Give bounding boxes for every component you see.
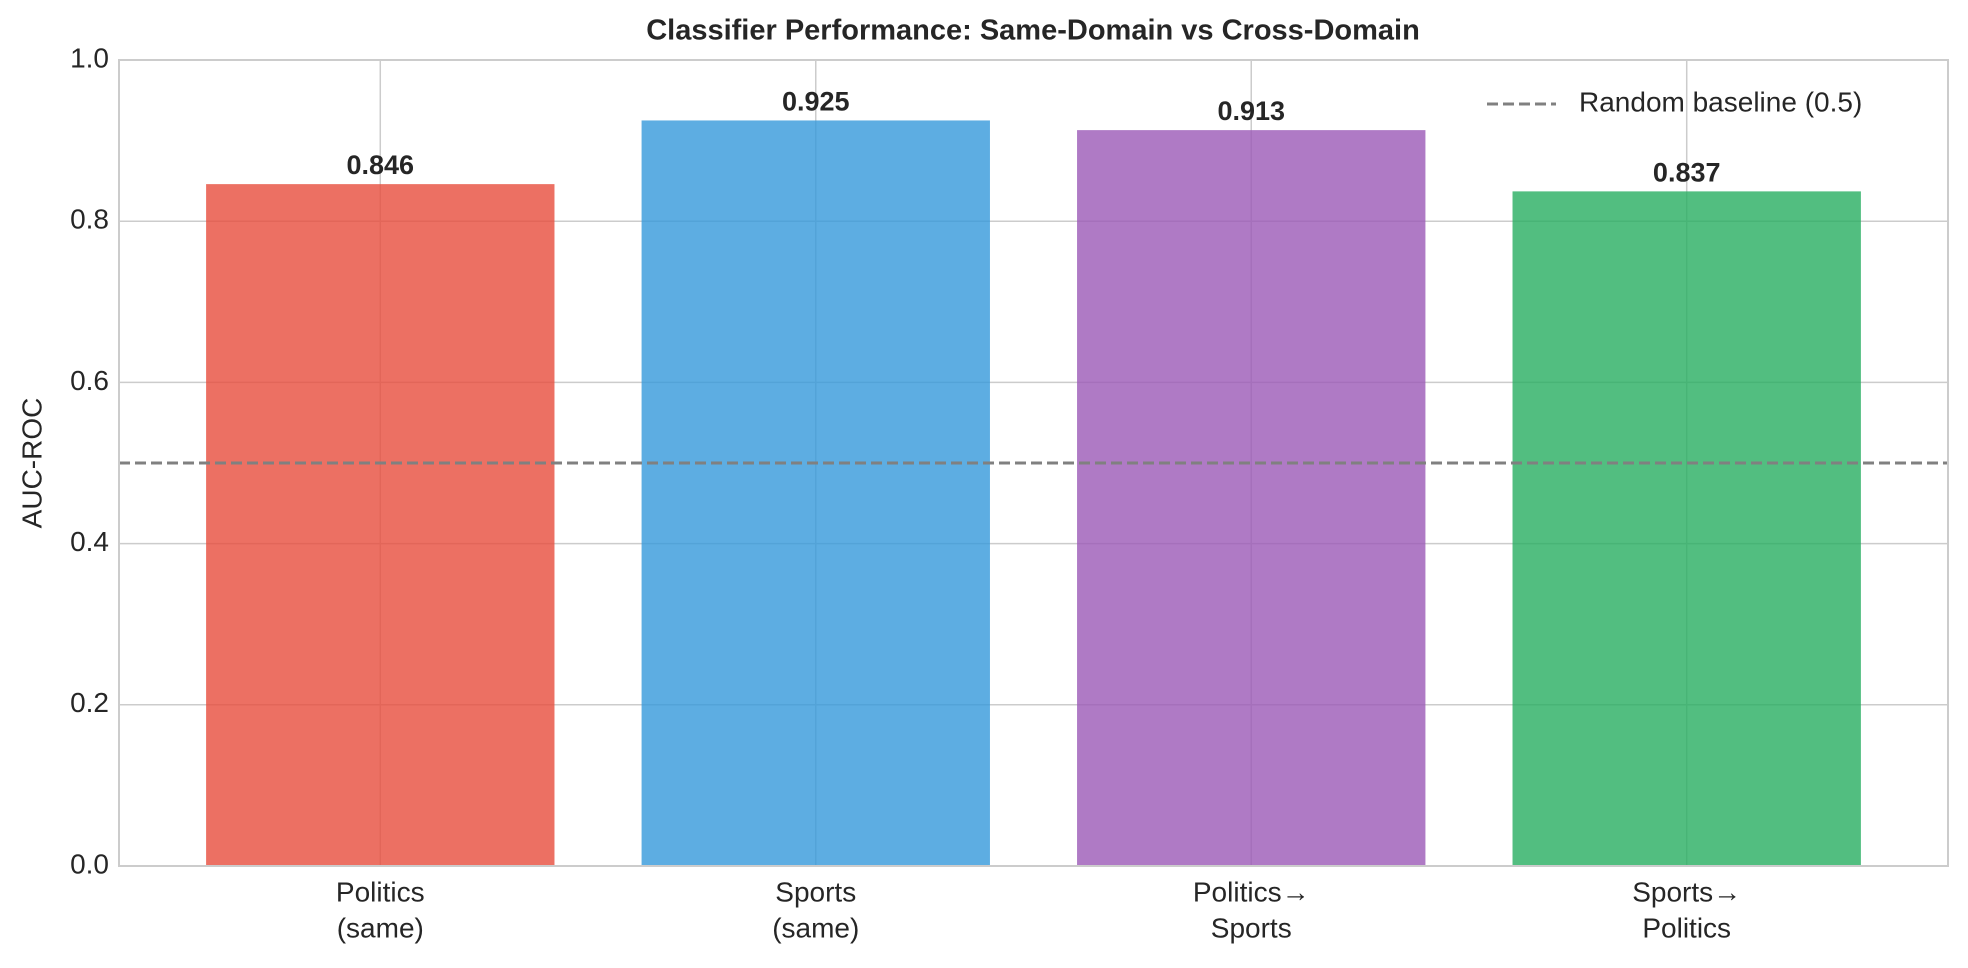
x-tick-label: Politics→ [1193,876,1310,907]
y-tick-label: 0.4 [70,526,109,557]
bar [641,120,990,866]
legend-label: Random baseline (0.5) [1579,86,1862,117]
y-tick-label: 1.0 [70,42,109,73]
y-tick-label: 0.8 [70,204,109,235]
x-tick-label: (same) [337,912,424,943]
value-label: 0.846 [346,150,414,180]
x-tick-label: Politics [336,876,425,907]
bar [206,184,555,866]
x-tick-label: Politics [1642,912,1731,943]
bar [1512,191,1861,867]
axes-frame [118,59,1949,867]
bar [1077,130,1426,866]
value-label: 0.837 [1653,158,1721,188]
chart-title: Classifier Performance: Same-Domain vs C… [646,15,1420,47]
legend: Random baseline (0.5) [1487,86,1862,117]
y-tick-label: 0.0 [70,848,109,879]
value-label: 0.913 [1217,96,1285,126]
y-tick-label: 0.2 [70,687,109,718]
y-tick-label: 0.6 [70,365,109,396]
x-tick-label: Sports→ [1632,876,1741,907]
value-label: 0.925 [782,87,850,117]
x-tick-label: (same) [772,912,859,943]
x-tick-label: Sports [1211,912,1292,943]
y-axis-label: AUC-ROC [16,398,47,529]
x-tick-label: Sports [775,876,856,907]
